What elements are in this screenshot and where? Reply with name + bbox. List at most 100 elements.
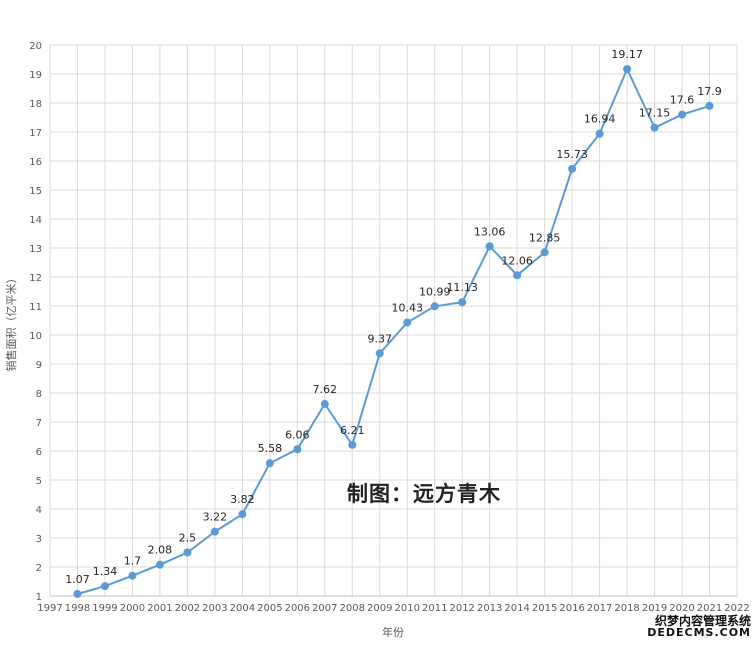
x-tick-label: 2007 — [312, 603, 337, 614]
y-tick-label: 20 — [29, 41, 42, 52]
grid-layer — [49, 44, 738, 597]
y-tick-label: 10 — [29, 331, 42, 342]
y-tick-label: 7 — [36, 418, 42, 429]
data-point — [100, 582, 109, 591]
data-label: 7.62 — [313, 383, 338, 396]
y-tick-label: 2 — [36, 563, 42, 574]
data-point — [128, 571, 137, 580]
y-tick-label: 4 — [36, 505, 42, 516]
data-point — [705, 101, 714, 110]
x-tick-label: 1997 — [37, 603, 62, 614]
data-point — [403, 318, 412, 327]
x-tick-label: 2020 — [669, 603, 694, 614]
x-tick-label: 2018 — [614, 603, 639, 614]
data-point — [623, 65, 632, 74]
data-label: 13.06 — [474, 225, 506, 238]
data-label: 10.43 — [391, 302, 423, 315]
data-point — [650, 123, 659, 132]
x-tick-label: 2000 — [120, 603, 145, 614]
x-axis-title: 年份 — [382, 625, 404, 639]
data-point — [183, 548, 192, 557]
x-tick-label: 2011 — [422, 603, 447, 614]
x-tick-label: 2003 — [202, 603, 227, 614]
y-tick-label: 14 — [29, 215, 42, 226]
y-tick-label: 3 — [36, 534, 42, 545]
y-axis-title: 销售面积（亿平米） — [4, 273, 18, 372]
data-point — [678, 110, 687, 119]
data-point — [73, 589, 82, 598]
y-tick-label: 15 — [29, 186, 42, 197]
y-tick-label: 18 — [29, 99, 42, 110]
y-tick-label: 11 — [29, 302, 42, 313]
x-tick-label: 2014 — [504, 603, 529, 614]
y-tick-label: 19 — [29, 70, 42, 81]
y-tick-label: 9 — [36, 360, 42, 371]
data-label: 10.99 — [419, 285, 451, 298]
y-tick-label: 8 — [36, 389, 42, 400]
data-label: 17.6 — [670, 94, 695, 107]
x-tick-label: 2012 — [449, 603, 474, 614]
data-point — [485, 242, 494, 251]
x-tick-label: 2009 — [367, 603, 392, 614]
data-label-layer: 1.071.34 1.7 2.08 2.5 3.223.82 5.586.06 7.62 6.… — [65, 48, 722, 586]
data-label: 3.82 — [230, 493, 255, 506]
x-tick-label: 2010 — [395, 603, 420, 614]
data-label: 6.06 — [285, 428, 310, 441]
x-tick-label: 2021 — [697, 603, 722, 614]
x-tick-label: 2008 — [340, 603, 365, 614]
data-label: 12.06 — [501, 254, 533, 267]
x-tick-label: 2004 — [230, 603, 255, 614]
data-label: 16.94 — [584, 113, 616, 126]
data-point — [540, 248, 549, 257]
data-point — [458, 298, 467, 307]
data-point — [348, 440, 357, 449]
data-label: 15.73 — [556, 148, 588, 161]
y-tick-label: 17 — [29, 128, 42, 139]
data-label: 2.5 — [179, 532, 197, 545]
data-label: 1.34 — [93, 565, 118, 578]
x-tick-label: 2017 — [587, 603, 612, 614]
data-point — [595, 129, 604, 138]
data-label: 5.58 — [258, 442, 283, 455]
x-tick-label: 2002 — [175, 603, 200, 614]
data-point — [155, 560, 164, 569]
x-tick-label: 2016 — [559, 603, 584, 614]
x-tick-label: 2006 — [285, 603, 310, 614]
data-point — [375, 349, 384, 358]
series-line — [77, 66, 710, 595]
x-tick-label: 2013 — [477, 603, 502, 614]
corner-watermark-line1: 织梦内容管理系统 — [654, 614, 751, 628]
y-tick-label: 1 — [36, 592, 42, 603]
data-point — [210, 527, 219, 536]
corner-watermark: 织梦内容管理系统 DEDECMS.COM — [639, 615, 751, 639]
data-label: 17.9 — [697, 85, 722, 98]
x-tick-label: 2015 — [532, 603, 557, 614]
x-tick-label: 1999 — [92, 603, 117, 614]
y-tick-label: 13 — [29, 244, 42, 255]
data-label: 6.21 — [340, 424, 365, 437]
data-point — [568, 164, 577, 173]
data-label: 1.7 — [124, 555, 142, 568]
y-tick-label: 12 — [29, 273, 42, 284]
x-tick-label: 2001 — [147, 603, 172, 614]
data-point — [238, 510, 247, 519]
data-point — [293, 445, 302, 454]
data-label: 1.07 — [65, 573, 90, 586]
data-label: 19.17 — [611, 48, 643, 61]
data-point — [430, 302, 439, 311]
corner-watermark-line2: DEDECMS.COM — [647, 626, 751, 639]
data-point — [320, 400, 329, 409]
data-point — [513, 271, 522, 280]
x-tick-label: 2019 — [642, 603, 667, 614]
y-tick-label: 5 — [36, 476, 42, 487]
data-label: 3.22 — [203, 511, 228, 524]
chart-watermark: 制图：远方青木 — [347, 481, 501, 506]
y-tick-label: 16 — [29, 157, 42, 168]
x-tick-label: 2022 — [724, 603, 749, 614]
x-tick-label: 1998 — [65, 603, 90, 614]
data-label: 9.37 — [368, 332, 393, 345]
data-point — [265, 459, 274, 468]
x-tick-label: 2005 — [257, 603, 282, 614]
